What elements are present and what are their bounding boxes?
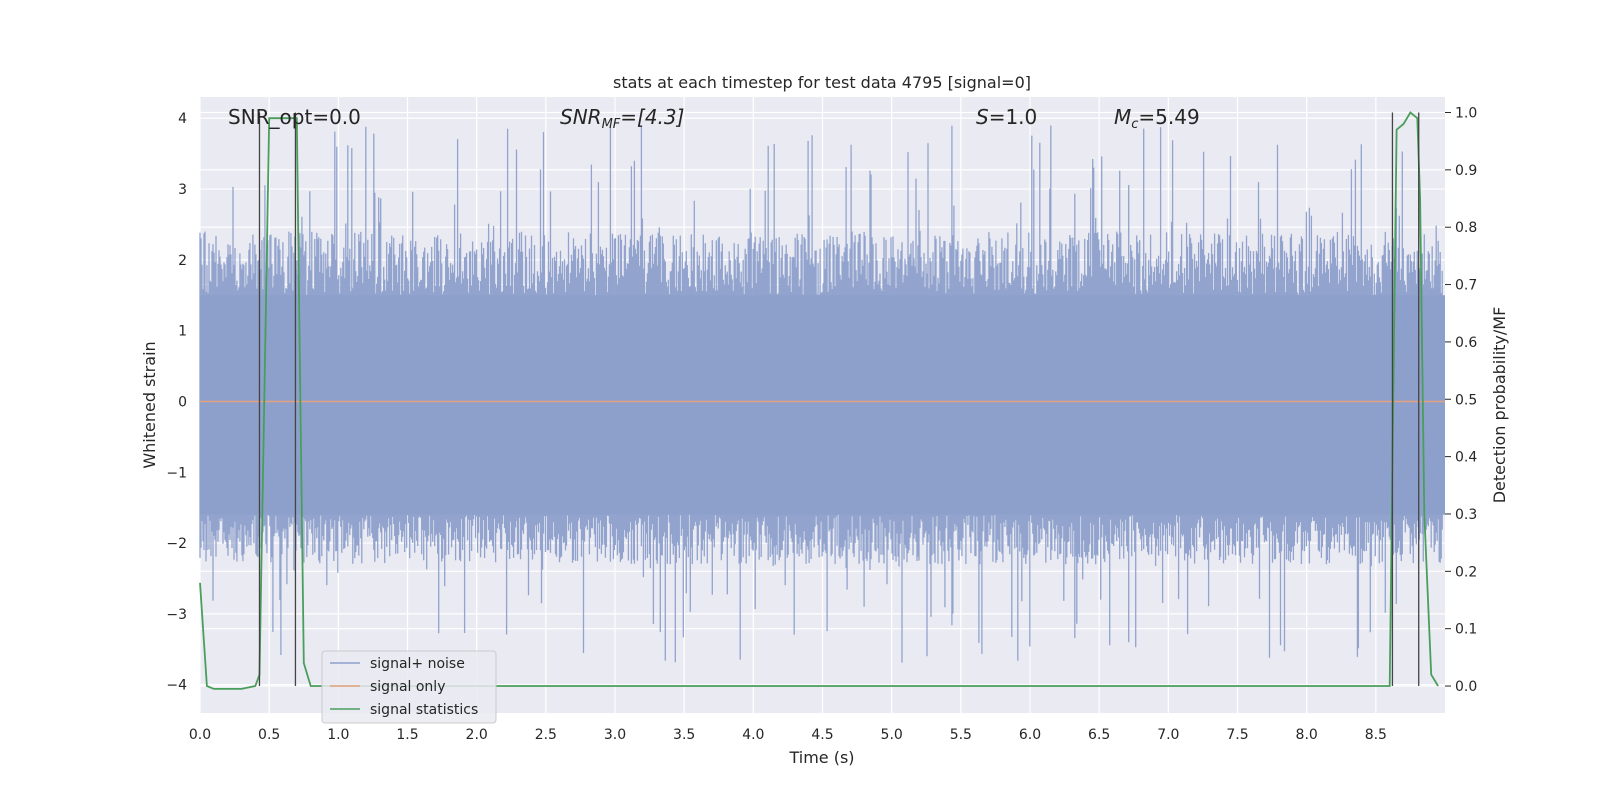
y-tick-label: −1 <box>166 465 187 481</box>
signal-noise-series <box>199 125 1445 663</box>
y2-tick-label: 1.0 <box>1455 105 1477 121</box>
y-axis-label: Whitened strain <box>140 341 159 468</box>
x-tick-label: 2.0 <box>466 727 488 743</box>
y2-tick-label: 0.7 <box>1455 278 1477 294</box>
x-tick-label: 7.5 <box>1226 727 1248 743</box>
y-tick-label: −2 <box>166 536 187 552</box>
y-axis-ticks: −4 −3 −2 −1 0 1 2 3 4 <box>166 111 187 693</box>
x-tick-label: 8.5 <box>1365 727 1387 743</box>
y-tick-label: 0 <box>178 394 187 410</box>
y2-tick-label: 0.0 <box>1455 679 1477 695</box>
y2-tick-label: 0.5 <box>1455 392 1477 408</box>
x-tick-label: 0.0 <box>189 727 211 743</box>
x-tick-label: 6.5 <box>1088 727 1110 743</box>
x-axis-ticks: 0.0 0.5 1.0 1.5 2.0 2.5 3.0 3.5 4.0 4.5 5.0 5.5 6.0 6… <box>189 727 1387 743</box>
y2-tick-label: 0.4 <box>1455 450 1477 466</box>
y-tick-label: −4 <box>166 678 187 694</box>
x-tick-label: 8.0 <box>1296 727 1318 743</box>
s-value: =1.0 <box>989 105 1038 129</box>
y-tick-label: 2 <box>178 253 187 269</box>
snr-mf-value: =[4.3] <box>620 105 684 129</box>
y2-tick-label: 0.2 <box>1455 564 1477 580</box>
x-tick-label: 4.0 <box>742 727 764 743</box>
event-markers <box>258 112 1420 687</box>
y-tick-label: −3 <box>166 607 187 623</box>
x-tick-label: 5.5 <box>950 727 972 743</box>
legend: signal+ noise signal only signal statist… <box>321 650 497 724</box>
y2-tick-label: 0.8 <box>1455 220 1477 236</box>
legend-label-signal-statistics: signal statistics <box>370 702 478 718</box>
x-tick-label: 4.5 <box>811 727 833 743</box>
snr-opt-annotation: SNR_opt=0.0 <box>228 105 361 129</box>
x-tick-label: 5.0 <box>881 727 903 743</box>
y-tick-label: 1 <box>178 324 187 340</box>
s-symbol: S <box>976 105 989 129</box>
mc-value: =5.49 <box>1138 105 1199 129</box>
y2-axis-ticks: 0.0 0.1 0.2 0.3 0.4 0.5 0.6 0.7 0.8 0.9 1.0 <box>1445 105 1477 695</box>
y2-tick-label: 0.1 <box>1455 622 1477 638</box>
mc-symbol: M <box>1114 105 1131 129</box>
y2-axis-label: Detection probability/MF <box>1490 307 1509 504</box>
signal-noise-core <box>200 295 1445 515</box>
y-tick-label: 4 <box>178 111 187 127</box>
x-tick-label: 3.0 <box>604 727 626 743</box>
y2-tick-label: 0.6 <box>1455 335 1477 351</box>
x-tick-label: 7.0 <box>1157 727 1179 743</box>
x-tick-label: 3.5 <box>673 727 695 743</box>
y2-tick-label: 0.3 <box>1455 507 1477 523</box>
x-axis-label: Time (s) <box>788 748 854 767</box>
snr-mf-symbol: SNR <box>560 105 602 129</box>
legend-label-signal-noise: signal+ noise <box>370 656 465 672</box>
legend-box <box>321 650 497 724</box>
y2-tick-label: 0.9 <box>1455 163 1477 179</box>
x-tick-label: 6.0 <box>1019 727 1041 743</box>
s-annotation: S=1.0 <box>976 105 1037 129</box>
x-tick-label: 1.5 <box>396 727 418 743</box>
chart-title: stats at each timestep for test data 479… <box>613 73 1031 92</box>
x-tick-label: 0.5 <box>258 727 280 743</box>
y-tick-label: 3 <box>178 182 187 198</box>
x-tick-label: 1.0 <box>327 727 349 743</box>
snr-mf-annotation: SNRMF=[4.3] <box>560 105 684 132</box>
mc-annotation: Mc=5.49 <box>1114 105 1200 132</box>
x-tick-label: 2.5 <box>535 727 557 743</box>
snr-mf-subscript: MF <box>602 117 621 132</box>
mc-subscript: c <box>1131 117 1138 132</box>
legend-label-signal-only: signal only <box>370 679 445 695</box>
